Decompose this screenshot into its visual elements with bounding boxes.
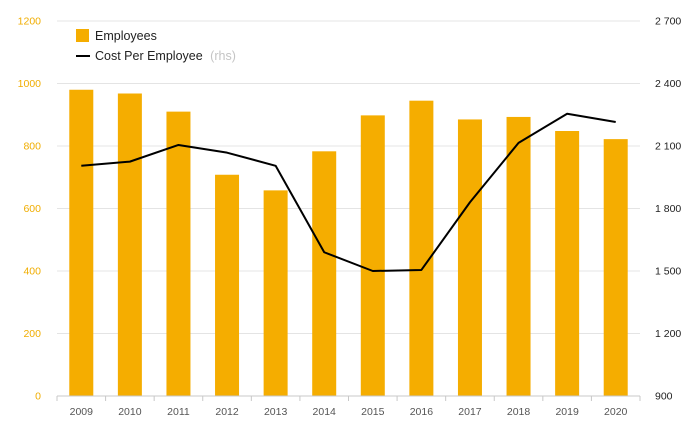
x-tick-label: 2017 — [458, 406, 482, 418]
y-right-tick-label: 2 400 — [655, 78, 681, 90]
bar-employees-2017 — [457, 119, 482, 396]
legend-label-cost-per-employee-main: Cost Per Employee — [95, 49, 203, 63]
x-tick-label: 2012 — [215, 406, 239, 418]
x-tick-label: 2009 — [70, 406, 94, 418]
bar-employees-2018 — [506, 116, 531, 396]
x-tick-label: 2010 — [118, 406, 142, 418]
x-tick-label: 2013 — [264, 406, 288, 418]
x-tick-label: 2016 — [410, 406, 434, 418]
legend-swatch-employees — [76, 29, 89, 42]
y-left-tick-label: 0 — [35, 391, 41, 403]
y-right-tick-label: 2 100 — [655, 141, 681, 153]
legend-label-cost-per-employee: Cost Per Employee (rhs) — [95, 49, 236, 63]
x-tick-label: 2020 — [604, 406, 628, 418]
x-tick-label: 2011 — [167, 406, 190, 418]
line-series-cost-per-employee — [81, 112, 616, 272]
y-right-tick-label: 2 700 — [655, 16, 681, 28]
y-right-tick-label: 1 800 — [655, 203, 681, 215]
bar-series-employees — [69, 89, 628, 396]
bar-employees-2020 — [603, 139, 628, 396]
y-left-tick-label: 400 — [23, 266, 41, 278]
y-right-tick-label: 1 200 — [655, 328, 681, 340]
bar-employees-2011 — [166, 111, 191, 396]
bar-employees-2010 — [117, 93, 142, 396]
bar-employees-2016 — [409, 100, 434, 396]
x-tick-label: 2019 — [555, 406, 579, 418]
bar-employees-2019 — [555, 131, 580, 396]
x-tick-label: 2018 — [507, 406, 531, 418]
y-left-tick-label: 600 — [23, 203, 41, 215]
y-left-tick-label: 200 — [23, 328, 41, 340]
y-left-tick-label: 1000 — [18, 78, 42, 90]
bar-employees-2014 — [312, 151, 337, 396]
legend-label-rhs-suffix: (rhs) — [210, 49, 236, 63]
y-right-tick-label: 900 — [655, 391, 673, 403]
grid-lines — [57, 20, 640, 334]
axes: 0 200 400 600 800 1000 1200 900 1 200 1 500 1 800 2… — [18, 16, 682, 419]
legend-label-employees: Employees — [95, 29, 157, 43]
bar-employees-2012 — [215, 174, 240, 396]
y-left-tick-label: 800 — [23, 141, 41, 153]
legend: Employees Cost Per Employee (rhs) — [76, 29, 236, 63]
y-right-tick-label: 1 500 — [655, 266, 681, 278]
bar-employees-2009 — [69, 89, 94, 396]
y-left-tick-label: 1200 — [18, 16, 42, 28]
line-cost-per-employee — [81, 112, 616, 272]
bar-employees-2013 — [263, 190, 288, 396]
x-tick-label: 2014 — [313, 406, 337, 418]
bar-employees-2015 — [360, 115, 385, 396]
x-tick-label: 2015 — [361, 406, 385, 418]
